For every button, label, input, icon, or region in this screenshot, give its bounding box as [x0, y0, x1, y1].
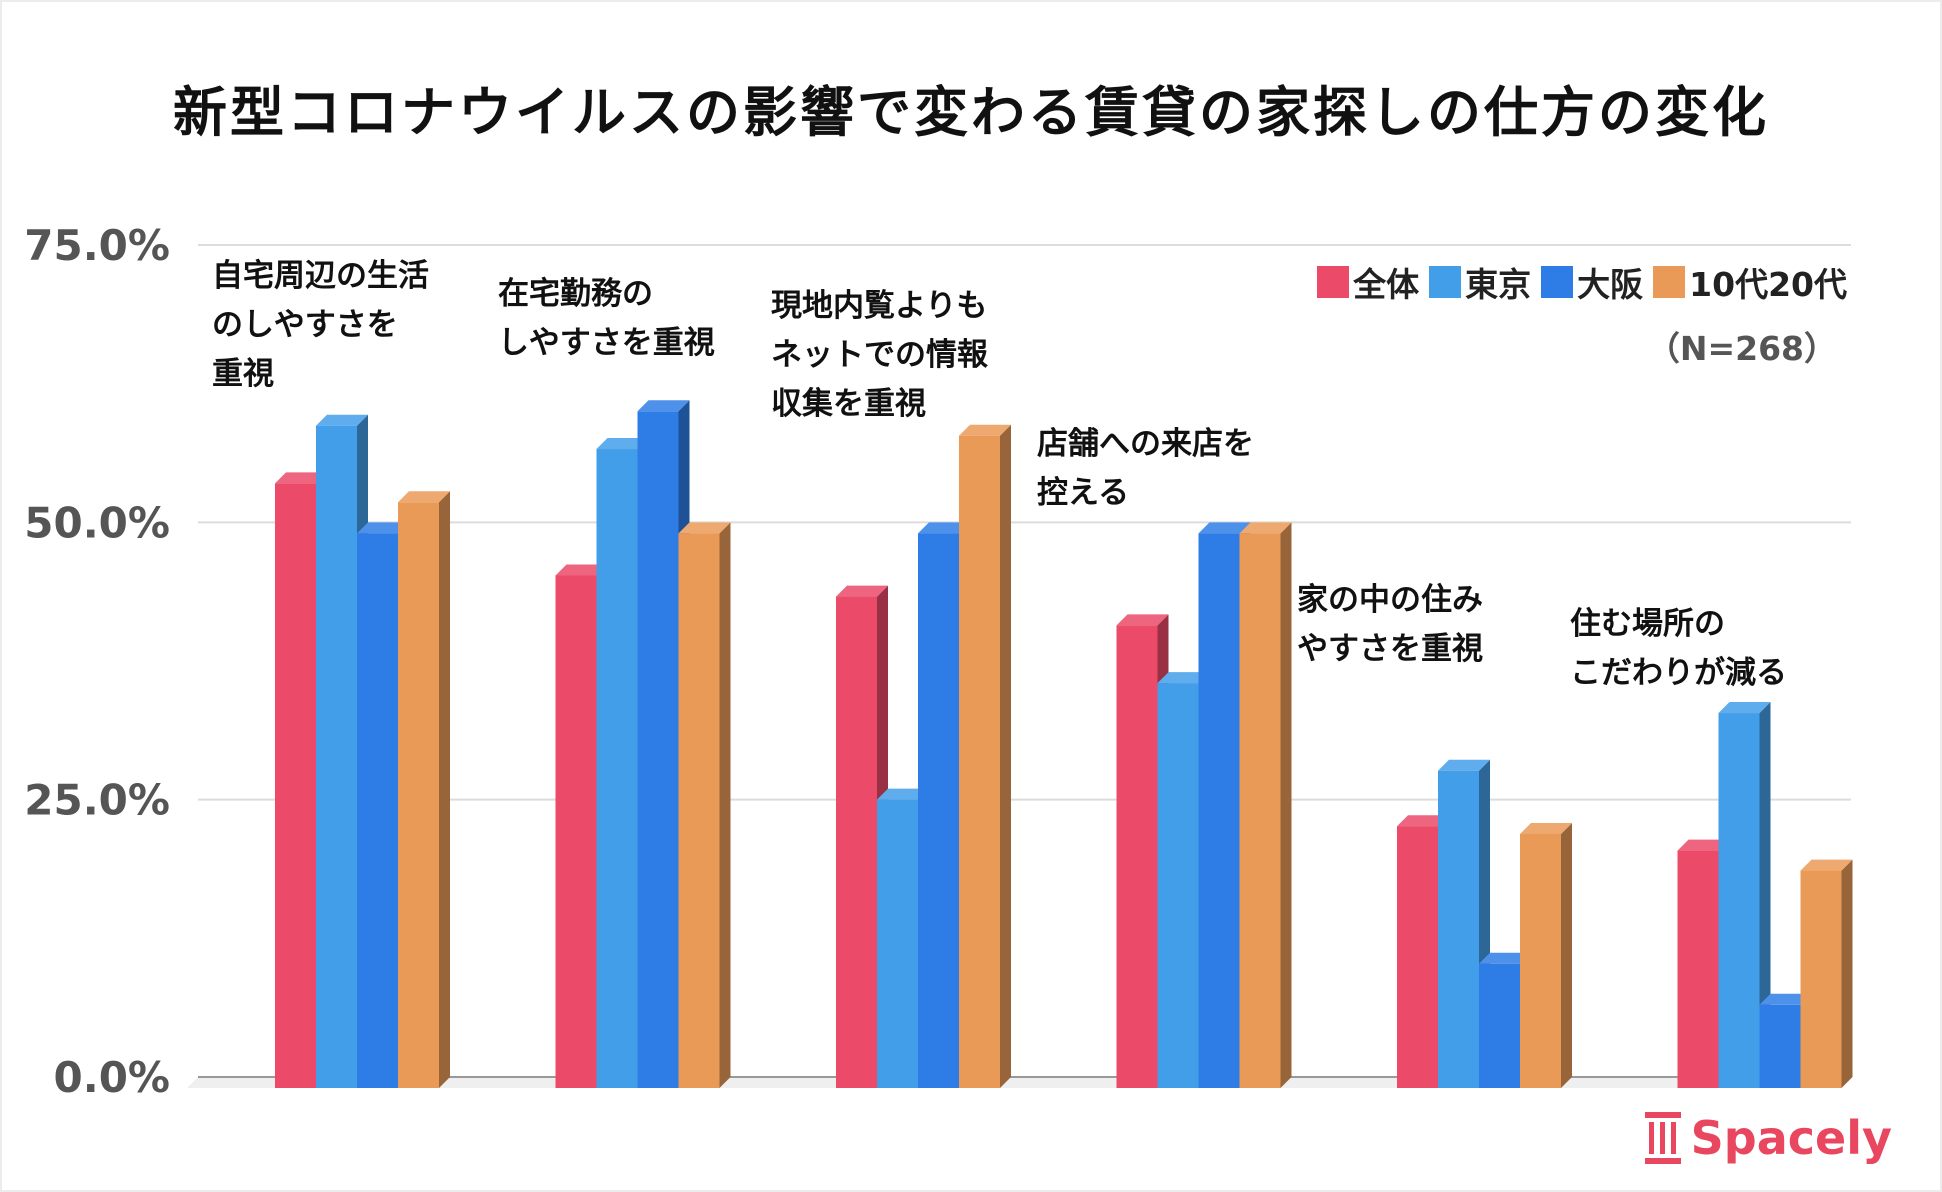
bar-10代20代: [678, 533, 720, 1088]
pillar-icon: [1644, 1112, 1681, 1164]
bar-top: [918, 522, 970, 534]
bar-top: [275, 472, 327, 484]
bar-side: [1280, 522, 1292, 1088]
bar-top: [1520, 822, 1572, 834]
chart-title: 新型コロナウイルスの影響で変わる賃貸の家探しの仕方の変化: [173, 81, 1769, 144]
bar-全体: [1116, 625, 1158, 1088]
bar-side: [1000, 424, 1011, 1088]
bar-全体: [1677, 850, 1719, 1088]
bar-全体: [1397, 826, 1438, 1088]
bar-東京: [316, 425, 357, 1088]
bar-top: [1116, 614, 1169, 626]
category-label: 店舗への来店を 控える: [1037, 426, 1254, 511]
y-tick-label: 25.0%: [24, 776, 170, 825]
spacely-logo: Spacely: [1643, 1110, 1892, 1166]
bar-side: [439, 491, 450, 1089]
bar-大阪: [357, 533, 398, 1088]
bar-10代20代: [1239, 533, 1281, 1088]
bar-top: [1677, 839, 1730, 851]
bar-10代20代: [398, 502, 439, 1089]
bar-top: [555, 564, 608, 576]
bar-side: [1759, 702, 1771, 1088]
bar-side: [1561, 822, 1572, 1088]
y-tick-label: 50.0%: [24, 498, 170, 547]
bar-東京: [596, 449, 638, 1088]
bar-top: [678, 522, 731, 534]
bar-top: [877, 788, 929, 800]
category-label: 現地内覧よりも ネットでの情報 収集を重視: [771, 288, 988, 422]
bar-side: [1841, 859, 1853, 1088]
bar-全体: [836, 596, 877, 1088]
legend: 全体 東京 大阪 10代20代: [1307, 258, 1847, 306]
bar-top: [1157, 672, 1210, 684]
bar-東京: [1157, 683, 1199, 1088]
bar-top: [316, 414, 368, 426]
bar-top: [1479, 952, 1531, 964]
bar-大阪: [637, 411, 679, 1089]
bar-top: [959, 424, 1011, 436]
bar-top: [1800, 859, 1853, 871]
bar-大阪: [1198, 533, 1240, 1088]
bar-10代20代: [959, 435, 1000, 1088]
bar-大阪: [1479, 963, 1520, 1088]
bar-top: [836, 585, 888, 597]
bar-top: [1239, 522, 1292, 534]
sample-size-note: （N=268）: [1646, 329, 1837, 368]
bar-top: [398, 491, 450, 503]
y-tick-label: 75.0%: [24, 221, 170, 270]
bar-大阪: [918, 533, 959, 1088]
bar-東京: [877, 799, 918, 1088]
bar-top: [596, 438, 649, 450]
bar-top: [1198, 522, 1251, 534]
bar-top: [357, 522, 409, 534]
bar-top: [1397, 815, 1449, 827]
logo-text: Spacely: [1690, 1111, 1892, 1165]
bar-全体: [555, 575, 597, 1088]
category-label: 住む場所の こだわりが減る: [1570, 606, 1787, 691]
legend-label: 東京: [1465, 265, 1532, 304]
legend-label: 全体: [1353, 265, 1420, 304]
bar-top: [637, 400, 690, 412]
bar-top: [1438, 759, 1490, 771]
legend-label: 10代20代: [1689, 265, 1847, 304]
bar-東京: [1718, 713, 1760, 1088]
bar-10代20代: [1520, 833, 1561, 1088]
y-tick-label: 0.0%: [54, 1053, 170, 1102]
legend-swatch: [1429, 266, 1462, 298]
category-label: 自宅周辺の生活 のしやすさを 重視: [212, 258, 429, 392]
bar-10代20代: [1800, 870, 1842, 1088]
bar-全体: [275, 483, 316, 1088]
legend-swatch: [1653, 266, 1686, 298]
legend-swatch: [1541, 266, 1574, 298]
bar-top: [1759, 993, 1812, 1005]
legend-swatch: [1317, 266, 1350, 298]
bar-side: [719, 522, 731, 1088]
category-label: 在宅勤務の しやすさを重視: [498, 276, 715, 361]
bar-東京: [1438, 770, 1479, 1088]
bar-top: [1718, 702, 1771, 714]
category-label: 家の中の住み やすさを重視: [1297, 582, 1483, 667]
bar-大阪: [1759, 1004, 1801, 1088]
legend-label: 大阪: [1577, 265, 1644, 304]
